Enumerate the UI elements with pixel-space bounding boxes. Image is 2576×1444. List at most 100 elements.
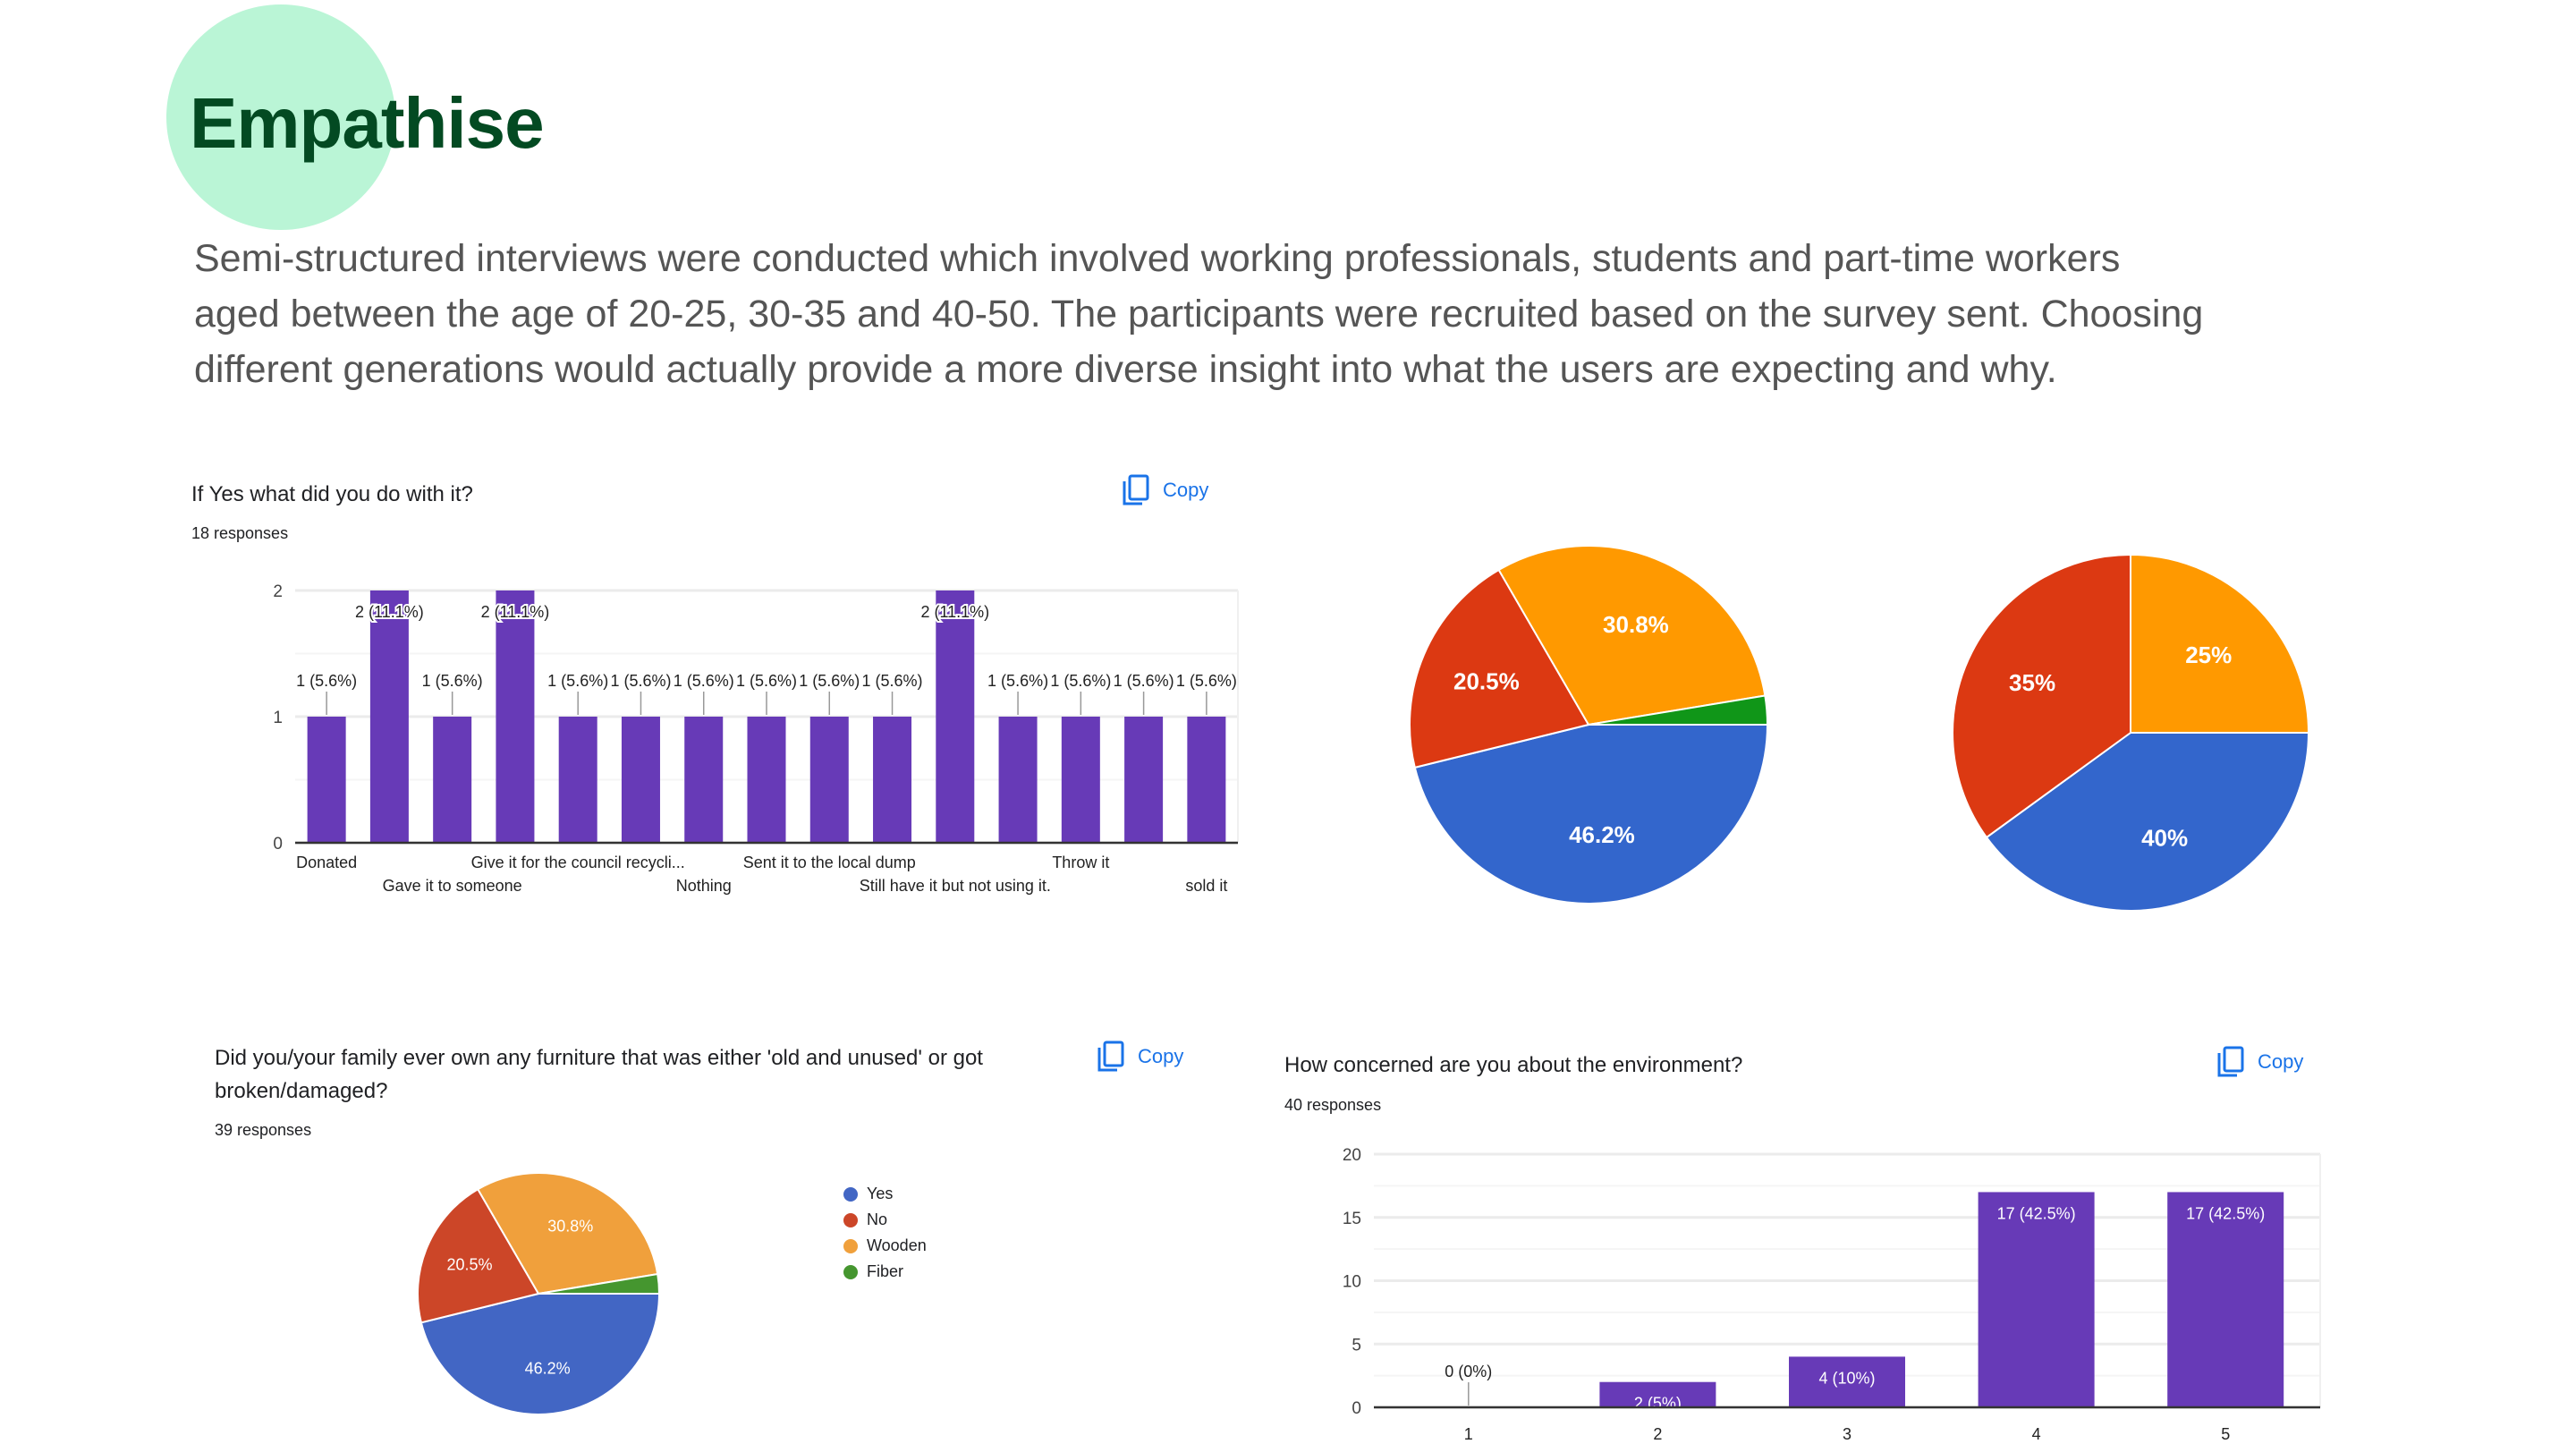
pie-slice bbox=[1588, 694, 1769, 726]
question-title: Did you/your family ever own any furnitu… bbox=[215, 1046, 983, 1103]
copy-button[interactable]: Copy bbox=[1122, 474, 1208, 506]
bar bbox=[1978, 1192, 2095, 1407]
paragraph-line: Semi-structured interviews were conducte… bbox=[194, 237, 2121, 280]
copy-icon bbox=[2217, 1046, 2244, 1077]
bar-value-label: 17 (42.5%) bbox=[2186, 1204, 2265, 1222]
copy-label: Copy bbox=[1163, 479, 1209, 501]
bar bbox=[2167, 1192, 2284, 1407]
x-tick-label: sold it bbox=[1185, 877, 1227, 895]
bar-value-label: 0 (0%) bbox=[1445, 1363, 1492, 1380]
bar-value-label: 4 (10%) bbox=[1818, 1369, 1875, 1387]
x-tick-label: 3 bbox=[1843, 1425, 1852, 1443]
bar-value-label: 1 (5.6%) bbox=[422, 672, 483, 690]
bar bbox=[747, 717, 786, 843]
x-tick-label: Give it for the council recycli... bbox=[471, 854, 685, 871]
response-count: 40 responses bbox=[1284, 1096, 1382, 1114]
legend-dot bbox=[843, 1212, 858, 1227]
bar bbox=[873, 717, 912, 843]
pie-slice-label: 30.8% bbox=[1603, 611, 1669, 638]
x-tick-label: Throw it bbox=[1052, 854, 1109, 871]
legend-label: Fiber bbox=[867, 1262, 904, 1280]
pie-slice-label: 40% bbox=[2141, 824, 2188, 851]
bar bbox=[936, 590, 975, 843]
bar bbox=[809, 717, 849, 843]
bar-value-label: 1 (5.6%) bbox=[862, 672, 923, 690]
bar bbox=[307, 717, 346, 843]
bar bbox=[1124, 717, 1164, 843]
pie-slice-label: 46.2% bbox=[525, 1359, 571, 1377]
bar-value-label: 1 (5.6%) bbox=[610, 672, 671, 690]
copy-label: Copy bbox=[2258, 1050, 2304, 1073]
bar bbox=[558, 717, 597, 843]
x-tick-label: 5 bbox=[2221, 1425, 2230, 1443]
legend-item: Wooden bbox=[843, 1233, 927, 1259]
bar bbox=[369, 590, 409, 843]
legend-dot bbox=[843, 1264, 858, 1279]
bar bbox=[998, 717, 1038, 843]
bar-value-label: 1 (5.6%) bbox=[547, 672, 608, 690]
bar-value-label: 1 (5.6%) bbox=[799, 672, 860, 690]
legend-label: No bbox=[867, 1210, 888, 1228]
x-tick-label: Gave it to someone bbox=[383, 877, 522, 895]
x-tick-label: Still have it but not using it. bbox=[860, 877, 1051, 895]
y-tick-label: 5 bbox=[1352, 1336, 1361, 1355]
y-tick-label: 15 bbox=[1343, 1210, 1361, 1228]
copy-icon bbox=[1123, 474, 1149, 505]
bar-value-label: 1 (5.6%) bbox=[987, 672, 1048, 690]
bar bbox=[1187, 717, 1226, 843]
pie-slice-label: 46.2% bbox=[1569, 821, 1635, 848]
x-tick-label: Sent it to the local dump bbox=[743, 854, 916, 871]
bar bbox=[621, 717, 660, 843]
pie-slice bbox=[538, 1272, 661, 1295]
x-tick-label: Nothing bbox=[676, 877, 732, 895]
response-count: 39 responses bbox=[215, 1121, 312, 1139]
pie-slice bbox=[1497, 545, 1767, 726]
pie-slice bbox=[476, 1172, 659, 1295]
x-tick-label: Donated bbox=[296, 854, 357, 871]
bar bbox=[433, 717, 472, 843]
copy-icon bbox=[1097, 1041, 1124, 1072]
paragraph-line: different generations would actually pro… bbox=[194, 348, 2057, 391]
pie-legend: Yes No Wooden Fiber bbox=[843, 1181, 927, 1285]
pie-slice-label: 25% bbox=[2185, 641, 2232, 668]
bar bbox=[1789, 1356, 1905, 1407]
pie-slice bbox=[1952, 553, 2131, 839]
question-title: If Yes what did you do with it? bbox=[191, 482, 473, 506]
response-count: 18 responses bbox=[191, 524, 289, 542]
bar-value-label: 1 (5.6%) bbox=[1114, 672, 1174, 690]
pie-slice bbox=[1409, 568, 1590, 769]
pie-slice bbox=[2130, 553, 2310, 734]
bar bbox=[1599, 1381, 1716, 1407]
bar-value-label: 1 (5.6%) bbox=[1050, 672, 1111, 690]
bar bbox=[496, 590, 535, 843]
pie-slice bbox=[1985, 732, 2310, 912]
bar-value-label: 2 (11.1%) bbox=[920, 603, 989, 621]
paragraph-line: aged between the age of 20-25, 30-35 and… bbox=[194, 293, 2204, 336]
intro-paragraph: Semi-structured interviews were conducte… bbox=[194, 231, 2203, 397]
bar-value-label: 1 (5.6%) bbox=[736, 672, 797, 690]
x-tick-label: 1 bbox=[1464, 1425, 1473, 1443]
x-tick-label: 4 bbox=[2032, 1425, 2041, 1443]
pie-slice bbox=[417, 1187, 540, 1324]
bar-value-label: 1 (5.6%) bbox=[674, 672, 734, 690]
copy-button[interactable]: Copy bbox=[1097, 1041, 1183, 1073]
pie-slice-label: 20.5% bbox=[1453, 668, 1520, 695]
question-title: How concerned are you about the environm… bbox=[1284, 1053, 1743, 1077]
legend-item: Yes bbox=[843, 1181, 927, 1207]
pie-slice bbox=[1413, 724, 1769, 905]
y-tick-label: 20 bbox=[1343, 1146, 1361, 1165]
bar-value-label: 1 (5.6%) bbox=[296, 672, 357, 690]
copy-label: Copy bbox=[1138, 1045, 1184, 1067]
page-title: Empathise bbox=[190, 83, 545, 163]
y-tick-label: 2 bbox=[273, 582, 283, 601]
legend-dot bbox=[843, 1238, 858, 1253]
bar bbox=[684, 717, 724, 843]
x-tick-label: 2 bbox=[1653, 1425, 1662, 1443]
y-tick-label: 0 bbox=[273, 835, 283, 854]
copy-button[interactable]: Copy bbox=[2216, 1046, 2303, 1078]
legend-label: Yes bbox=[867, 1185, 894, 1202]
bar-value-label: 1 (5.6%) bbox=[1176, 672, 1237, 690]
y-tick-label: 10 bbox=[1343, 1273, 1361, 1292]
accent-circle bbox=[166, 4, 395, 230]
